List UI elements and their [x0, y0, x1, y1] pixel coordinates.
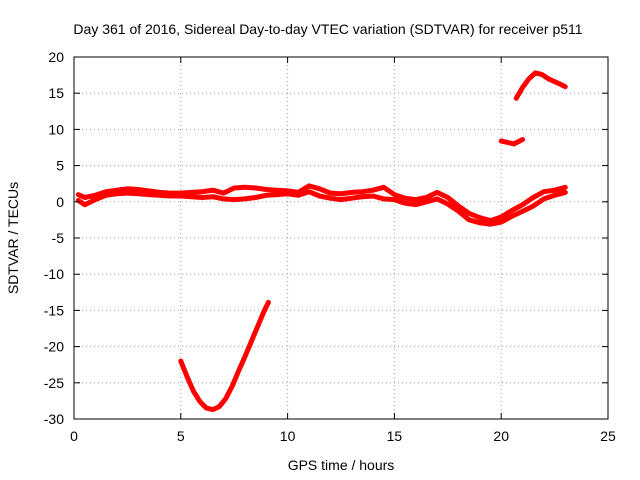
x-tick-labels: 0 5 10 15 20 25	[70, 428, 616, 444]
grid-lines	[74, 57, 608, 419]
y-tick-label: -20	[44, 339, 64, 355]
y-tick-label: 0	[56, 194, 64, 210]
chart-title: Day 361 of 2016, Sidereal Day-to-day VTE…	[73, 21, 582, 37]
series-group	[75, 70, 568, 413]
series-line-dip-arc	[178, 299, 271, 413]
x-tick-label: 20	[493, 428, 509, 444]
series-line-short-segment-16	[513, 70, 568, 101]
series-line-main-band-lower	[75, 189, 568, 227]
x-axis-label: GPS time / hours	[288, 457, 395, 473]
x-tick-label: 25	[600, 428, 616, 444]
x-tick-label: 10	[280, 428, 296, 444]
series-line-short-segment-8	[498, 137, 526, 147]
x-tick-label: 15	[387, 428, 403, 444]
y-tick-label: -10	[44, 266, 64, 282]
y-tick-label: -30	[44, 411, 64, 427]
x-tick-label: 0	[70, 428, 78, 444]
y-tick-label: -5	[52, 230, 65, 246]
y-tick-label: -25	[44, 375, 64, 391]
y-tick-labels: 20 15 10 5 0 -5 -10 -15 -20 -25 -30	[44, 49, 64, 427]
x-tick-label: 5	[177, 428, 185, 444]
y-tick-label: 10	[48, 121, 64, 137]
y-tick-label: -15	[44, 302, 64, 318]
y-tick-label: 20	[48, 49, 64, 65]
series-line-main-band-upper	[75, 183, 568, 224]
y-tick-label: 5	[56, 158, 64, 174]
axis-ticks	[73, 56, 609, 420]
y-tick-label: 15	[48, 85, 64, 101]
y-axis-label: SDTVAR / TECUs	[5, 182, 21, 294]
